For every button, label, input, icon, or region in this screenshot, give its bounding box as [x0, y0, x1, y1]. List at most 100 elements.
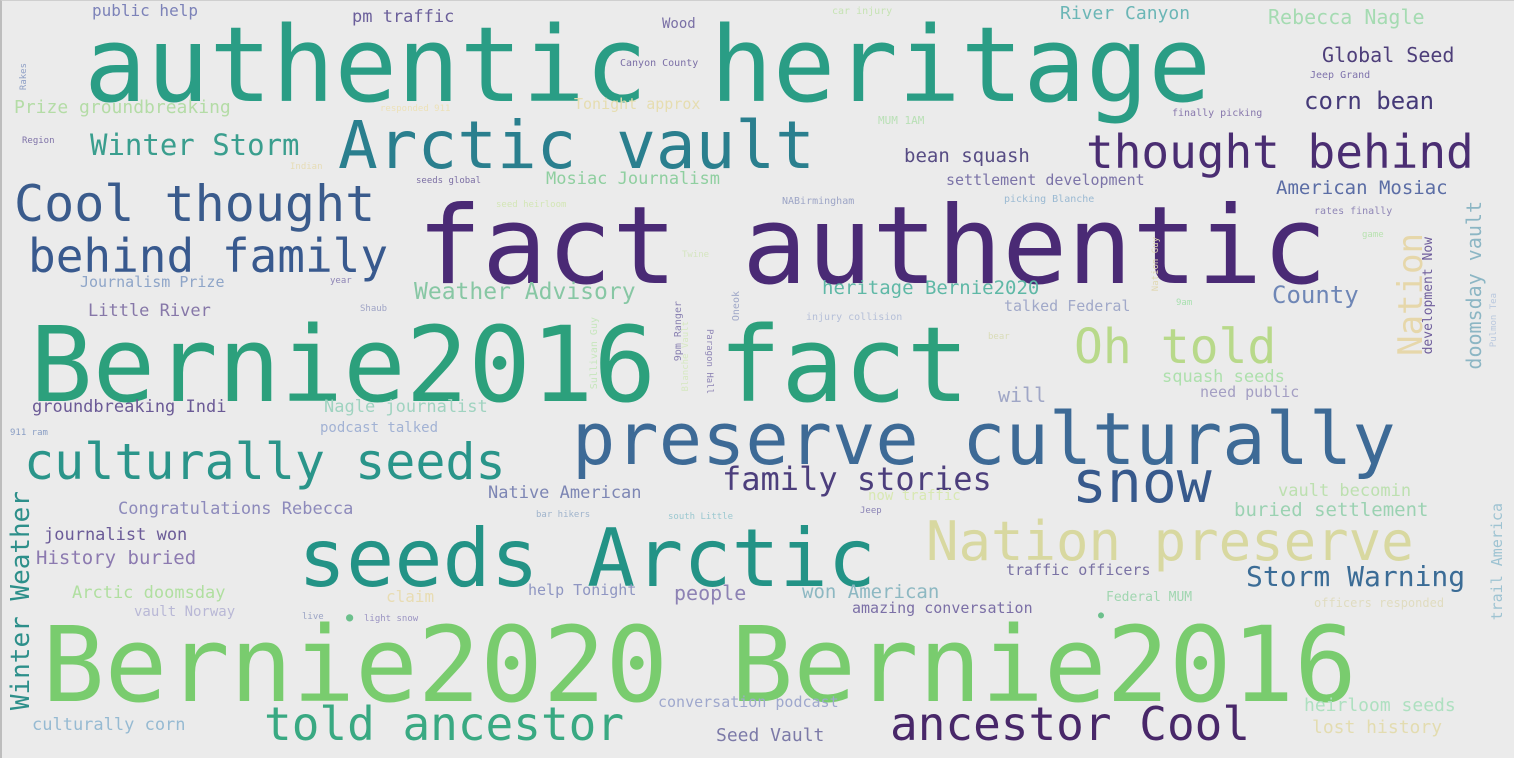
word: heritage Bernie2020 [822, 277, 1040, 299]
word: responded 911 [380, 104, 451, 114]
word: seeds global [416, 176, 482, 186]
word: thought behind [1086, 125, 1474, 179]
word: seed heirloom [496, 200, 567, 210]
word: culturally seeds [24, 433, 506, 491]
word: Weather Advisory [414, 279, 636, 305]
word: Indian [290, 162, 323, 172]
word: vault Norway [134, 604, 236, 620]
word: family stories [722, 460, 992, 498]
word: Winter Storm [90, 128, 300, 162]
word: groundbreaking Indi [32, 397, 227, 417]
word: Bernie2016 fact [30, 304, 970, 426]
word: development Now [1421, 237, 1436, 355]
word: now traffic [868, 488, 961, 504]
word: Prize groundbreaking [14, 97, 231, 118]
word: 9am [1176, 298, 1193, 308]
word: told ancestor [264, 697, 625, 751]
word: bean squash [904, 145, 1030, 167]
word: claim [386, 587, 435, 606]
word: rates finally [1314, 206, 1393, 217]
word: trail America [1488, 503, 1506, 621]
word: Arctic vault [338, 107, 815, 184]
word: squash seeds [1162, 367, 1285, 387]
word: pm traffic [352, 7, 455, 27]
word: History buried [36, 547, 197, 569]
word: will [998, 383, 1047, 407]
word: culturally corn [32, 715, 186, 735]
word: year [330, 276, 352, 286]
word: fact authentic [417, 184, 1328, 309]
word: Bernie2020 Bernie2016 [42, 604, 1357, 726]
word: vault becomin [1278, 481, 1412, 501]
word: doomsday vault [1462, 201, 1486, 370]
word: River Canyon [1060, 3, 1191, 24]
word: Congratulations Rebecca [118, 499, 354, 519]
word: settlement development [946, 171, 1145, 189]
word: Region [22, 136, 55, 146]
word: game [1362, 230, 1384, 240]
word: corn bean [1304, 87, 1435, 115]
word: seeds Arctic [298, 512, 876, 605]
word: picking Blanche [1004, 194, 1095, 205]
word: south Little [668, 512, 734, 522]
word: Rakes [19, 63, 29, 91]
word: heirloom seeds [1304, 695, 1456, 716]
word: Nation preserve [926, 510, 1414, 573]
dot-mark: ● [346, 610, 354, 624]
word: Pulmon Tea [1489, 293, 1499, 348]
word: Twine [682, 250, 710, 260]
word: amazing conversation [852, 599, 1033, 617]
word: NABirmingham [782, 196, 855, 207]
word: need public [1200, 383, 1300, 401]
word: Tonight approx [574, 95, 701, 113]
word: County [1272, 281, 1359, 309]
word: Journalism Prize [80, 273, 225, 291]
word: Seed Vault [716, 725, 825, 746]
word: Blanche Vault [681, 321, 691, 392]
word: preserve culturally [572, 397, 1396, 481]
word: snow [1072, 448, 1212, 516]
word: Storm Warning [1246, 560, 1466, 593]
word: ancestor Cool [890, 697, 1251, 751]
word: 911 ram [10, 428, 48, 438]
word: journalist won [44, 525, 188, 545]
word: Oh told [1074, 319, 1277, 375]
word: Oneok [731, 291, 742, 322]
word: Little River [88, 301, 211, 321]
word: Sullivan Guy [589, 317, 600, 390]
word: Rebecca Nagle [1268, 5, 1425, 29]
word: officers responded [1314, 596, 1445, 610]
word: Nation Guy [1151, 237, 1161, 292]
word: Wood [662, 16, 696, 32]
word: traffic officers [1006, 561, 1151, 579]
word: Nagle journalist [324, 397, 488, 417]
word: Winter Weather [6, 491, 36, 711]
word: Cool thought [14, 175, 376, 233]
word: Arctic doomsday [72, 583, 226, 603]
word: Paragon Hall [704, 329, 714, 395]
word: injury collision [806, 312, 903, 323]
word: finally picking [1172, 108, 1263, 119]
word: bar hikers [536, 510, 591, 520]
word: Federal MUM [1106, 590, 1193, 605]
word: Jeep Grand [1310, 70, 1371, 81]
word: buried settlement [1234, 499, 1429, 521]
word: light snow [364, 614, 419, 624]
word: American Mosiac [1276, 177, 1448, 199]
word: people [674, 581, 747, 605]
word: lost history [1312, 717, 1443, 738]
word: behind family [28, 229, 389, 283]
word: MUM 1AM [878, 114, 925, 127]
word: bear [988, 332, 1010, 342]
word: Global Seed [1322, 43, 1455, 67]
word: car injury [832, 6, 893, 17]
word: help Tonight [528, 581, 637, 599]
word: talked Federal [1004, 297, 1131, 315]
word: Canyon County [620, 58, 699, 69]
word: Native American [488, 483, 642, 503]
word: won American [802, 581, 940, 603]
word: authentic heritage [84, 4, 1212, 126]
word: podcast talked [320, 420, 439, 436]
word: Shaub [360, 304, 388, 314]
